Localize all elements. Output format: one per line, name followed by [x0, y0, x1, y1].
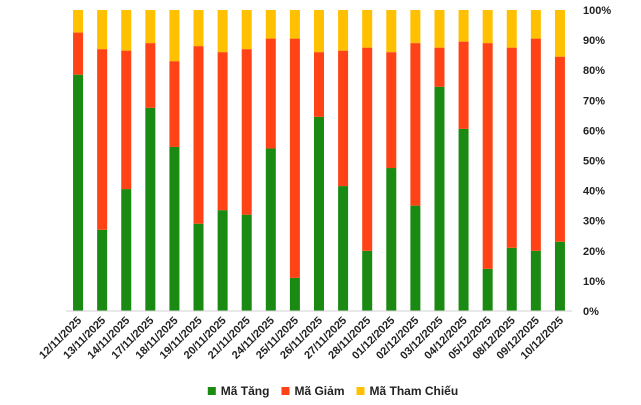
bars-layer — [73, 10, 565, 311]
bar-segment-1-17 — [458, 128, 469, 311]
y-tick-label: 90% — [583, 35, 605, 47]
legend-swatch-3 — [356, 387, 365, 395]
bar-segment-2-7 — [217, 52, 228, 211]
bar-segment-2-10 — [289, 38, 300, 278]
bar-segment-3-2 — [97, 10, 108, 50]
legend-swatch-2 — [281, 387, 290, 395]
bar-segment-2-13 — [362, 47, 373, 251]
legend: Mã Tăng Mã Giảm Mã Tham Chiếu — [207, 384, 459, 398]
bar-segment-1-15 — [410, 205, 421, 311]
bar-segment-2-6 — [193, 46, 204, 224]
y-tick-label: 100% — [583, 5, 611, 17]
bar-segment-1-4 — [145, 107, 156, 311]
bar-segment-2-8 — [241, 49, 252, 215]
bar-segment-2-19 — [506, 47, 517, 248]
y-tick-label: 70% — [583, 95, 605, 107]
y-tick-label: 10% — [583, 276, 605, 288]
bar-segment-2-21 — [554, 56, 565, 242]
bar-segment-2-14 — [386, 52, 397, 169]
bar-segment-1-6 — [193, 223, 204, 311]
bar-segment-1-7 — [217, 210, 228, 311]
bar-segment-2-2 — [97, 49, 108, 230]
bar-segment-3-10 — [289, 10, 300, 39]
bar-segment-3-5 — [169, 10, 180, 62]
bar-segment-3-13 — [362, 10, 373, 48]
bar-segment-2-1 — [73, 32, 84, 75]
bar-segment-1-5 — [169, 146, 180, 311]
y-tick-label: 50% — [583, 156, 605, 168]
legend-label-3: Mã Tham Chiếu — [370, 384, 459, 398]
bar-segment-1-2 — [97, 229, 108, 311]
bar-segment-2-3 — [121, 50, 132, 190]
bar-segment-2-5 — [169, 61, 180, 147]
bar-segment-2-11 — [314, 52, 324, 117]
x-axis-ticks: 12/11/202513/11/202514/11/202517/11/2025… — [37, 315, 566, 362]
bar-segment-3-8 — [241, 10, 252, 50]
bar-segment-1-3 — [121, 189, 132, 311]
y-tick-label: 60% — [583, 125, 605, 137]
y-tick-label: 80% — [583, 65, 605, 77]
bar-segment-1-8 — [241, 214, 252, 311]
bar-segment-2-17 — [458, 41, 469, 129]
bar-segment-1-12 — [338, 186, 349, 311]
bar-segment-1-19 — [506, 247, 517, 311]
bar-segment-3-18 — [482, 10, 493, 44]
bar-segment-1-21 — [554, 241, 565, 311]
y-tick-label: 30% — [583, 216, 605, 228]
bar-segment-3-1 — [73, 10, 84, 33]
bar-segment-3-21 — [554, 10, 565, 57]
bar-segment-1-18 — [482, 268, 493, 311]
bar-segment-3-6 — [193, 10, 204, 47]
bar-segment-1-1 — [73, 74, 84, 311]
legend-label-2: Mã Giảm — [294, 384, 344, 398]
bar-segment-3-3 — [121, 10, 132, 51]
bar-segment-2-20 — [530, 38, 541, 251]
bar-segment-2-12 — [338, 50, 349, 187]
bar-segment-2-18 — [482, 43, 493, 269]
bar-segment-2-9 — [265, 38, 276, 149]
y-tick-label: 20% — [583, 246, 605, 258]
bar-segment-1-16 — [434, 86, 445, 311]
y-tick-label: 0% — [583, 306, 599, 318]
bar-segment-3-17 — [458, 10, 469, 42]
bar-segment-3-4 — [145, 10, 156, 44]
y-tick-label: 40% — [583, 186, 605, 198]
legend-label-1: Mã Tăng — [221, 384, 270, 398]
legend-swatch-1 — [207, 387, 216, 395]
bar-segment-3-16 — [434, 10, 445, 48]
y-axis-ticks: 0% 10% 20% 30% 40% 50% 60% 70% 80% 90% 100% — [583, 5, 611, 318]
bar-segment-2-4 — [145, 43, 156, 108]
bar-segment-1-10 — [289, 277, 300, 311]
bar-segment-3-15 — [410, 10, 421, 44]
bar-segment-3-7 — [217, 10, 228, 53]
bar-segment-3-19 — [506, 10, 517, 48]
bar-segment-1-11 — [314, 116, 324, 311]
bar-segment-3-12 — [338, 10, 349, 51]
bar-segment-2-16 — [434, 47, 445, 87]
bar-segment-2-15 — [410, 43, 421, 206]
bar-segment-3-20 — [530, 10, 541, 39]
bar-segment-1-9 — [265, 148, 276, 311]
bar-segment-1-14 — [386, 168, 397, 311]
bar-segment-3-9 — [265, 10, 276, 39]
bar-segment-1-20 — [530, 250, 541, 311]
bar-segment-1-13 — [362, 250, 373, 311]
bar-segment-3-11 — [314, 10, 324, 53]
bar-segment-3-14 — [386, 10, 397, 53]
